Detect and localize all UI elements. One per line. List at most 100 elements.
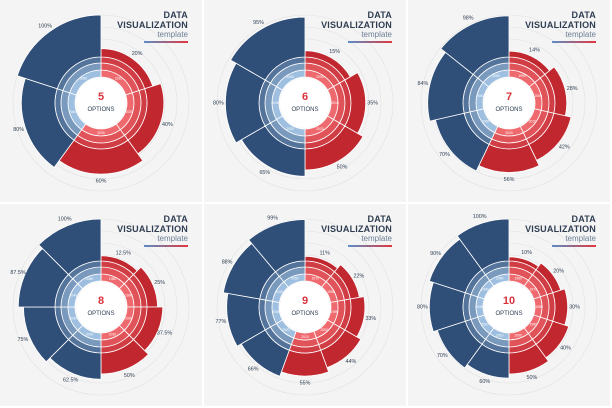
chart-panel-8: 1980 12.5% 1990 25% 2000 37.5% 2010 50% 2020 62.5…: [0, 204, 203, 407]
center-disk: [280, 78, 330, 128]
center-disk: [76, 78, 126, 128]
option-count: 5: [98, 91, 104, 103]
center-disk: [76, 282, 126, 332]
gradient-bar: [552, 41, 596, 43]
segment-ring: [280, 349, 330, 377]
segment-ring: [38, 218, 102, 276]
value-label: 50%: [526, 375, 537, 381]
chart-panel-7: 1990 14% 2000 28% 2010 42% 2020 56% 2030 70% 2040 8…: [408, 0, 611, 203]
segment-ring: [248, 219, 306, 273]
option-count: 7: [506, 91, 512, 103]
value-label: 14%: [529, 47, 540, 53]
value-label: 50%: [124, 373, 135, 379]
value-label: 37.5%: [157, 331, 172, 337]
value-label: 28%: [567, 86, 578, 92]
title-data: DATA: [163, 214, 188, 224]
value-label: 100%: [473, 214, 487, 220]
center-disk: [484, 78, 534, 128]
value-label: 62.5%: [63, 378, 78, 384]
value-label: 100%: [58, 217, 72, 223]
value-label: 87.5%: [10, 270, 25, 276]
inner-year-label: 2010: [301, 335, 309, 339]
chart-panel-10: 1960 10% 1970 20% 1980 30% 1990 40% 2000 50% 2010 6…: [408, 204, 611, 407]
inner-year-label: 2050: [496, 276, 504, 280]
inner-year-label: 2040: [481, 287, 489, 291]
options-label: OPTIONS: [87, 311, 114, 317]
radial-chart-6: 2000 15% 2010 35% 2020 50% 2030 65% 2040 80% 2050 9…: [213, 14, 394, 192]
inner-year-label: 2010: [109, 333, 117, 337]
inner-year-label: 2000: [534, 94, 542, 98]
options-label: OPTIONS: [291, 107, 318, 113]
value-label: 50%: [337, 165, 348, 171]
chart-panel-6: 2000 15% 2010 35% 2020 50% 2030 65% 2040 80% 2050 9…: [204, 0, 407, 203]
value-label: 100%: [38, 24, 52, 30]
inner-year-label: 1980: [327, 290, 335, 294]
inner-year-label: 2000: [125, 316, 133, 320]
title-template: template: [157, 234, 188, 243]
title-data: DATA: [571, 10, 596, 20]
title-visualization: VISUALIZATION: [321, 224, 392, 234]
value-label: 80%: [213, 100, 224, 106]
panel-title: DATA VISUALIZATION template: [525, 10, 596, 43]
value-label: 15%: [329, 49, 340, 55]
gradient-bar: [348, 41, 392, 43]
inner-year-label: 2030: [70, 316, 78, 320]
inner-year-label: 2040: [70, 293, 78, 297]
inner-year-label: 2000: [316, 75, 324, 79]
title-visualization: VISUALIZATION: [321, 20, 392, 30]
option-count: 6: [302, 91, 308, 103]
value-label: 30%: [569, 304, 580, 310]
title-data: DATA: [367, 214, 392, 224]
value-label: 12.5%: [116, 251, 131, 257]
inner-year-label: 2010: [331, 101, 339, 105]
inner-year-label: 2050: [286, 75, 294, 79]
radial-chart-5: 2010 20% 2020 40% 2030 60% 2040 80% 2050 100% 5 OPT…: [12, 14, 190, 192]
radial-chart-8: 1980 12.5% 1990 25% 2000 37.5% 2010 50% 2020 62.5…: [10, 217, 190, 396]
value-label: 25%: [154, 280, 165, 286]
inner-year-label: 2010: [115, 77, 123, 81]
title-visualization: VISUALIZATION: [525, 20, 596, 30]
segment-ring: [16, 14, 102, 90]
title-data: DATA: [163, 10, 188, 20]
inner-year-label: 1960: [514, 276, 522, 280]
inner-year-label: 2050: [86, 277, 94, 281]
title-template: template: [565, 30, 596, 39]
option-count: 9: [302, 295, 308, 307]
value-label: 42%: [559, 144, 570, 150]
value-label: 80%: [13, 127, 24, 133]
value-label: 98%: [463, 16, 474, 22]
inner-year-label: 2030: [475, 305, 483, 309]
value-label: 22%: [354, 273, 365, 279]
title-data: DATA: [367, 10, 392, 20]
gradient-bar: [144, 245, 188, 247]
gradient-bar: [552, 245, 596, 247]
inner-year-label: 1980: [535, 305, 543, 309]
value-label: 60%: [479, 379, 490, 385]
value-label: 95%: [253, 20, 264, 26]
value-label: 56%: [504, 177, 515, 183]
value-label: 80%: [417, 304, 428, 310]
inner-year-label: 2020: [126, 110, 134, 114]
panel-title: DATA VISUALIZATION template: [321, 214, 392, 247]
radial-chart-9: 1970 11% 1980 22% 1990 33% 2000 44% 2010 55% 2020 6…: [216, 216, 394, 396]
inner-year-label: 2020: [505, 131, 513, 135]
inner-year-label: 2020: [86, 333, 94, 337]
options-label: OPTIONS: [495, 311, 522, 317]
title-visualization: VISUALIZATION: [525, 224, 596, 234]
inner-year-label: 1990: [331, 310, 339, 314]
inner-year-label: 2050: [80, 77, 88, 81]
inner-year-label: 1990: [518, 74, 526, 78]
title-template: template: [565, 234, 596, 243]
option-count: 10: [503, 295, 515, 307]
value-label: 75%: [18, 337, 29, 343]
value-label: 33%: [365, 316, 376, 322]
segment-ring: [552, 288, 568, 326]
inner-year-label: 2030: [272, 310, 280, 314]
inner-year-label: 2010: [496, 333, 504, 337]
value-label: 99%: [267, 216, 278, 222]
inner-year-label: 1980: [109, 277, 117, 281]
inner-year-label: 2000: [321, 328, 329, 332]
value-label: 77%: [216, 319, 227, 325]
value-label: 11%: [320, 250, 331, 256]
